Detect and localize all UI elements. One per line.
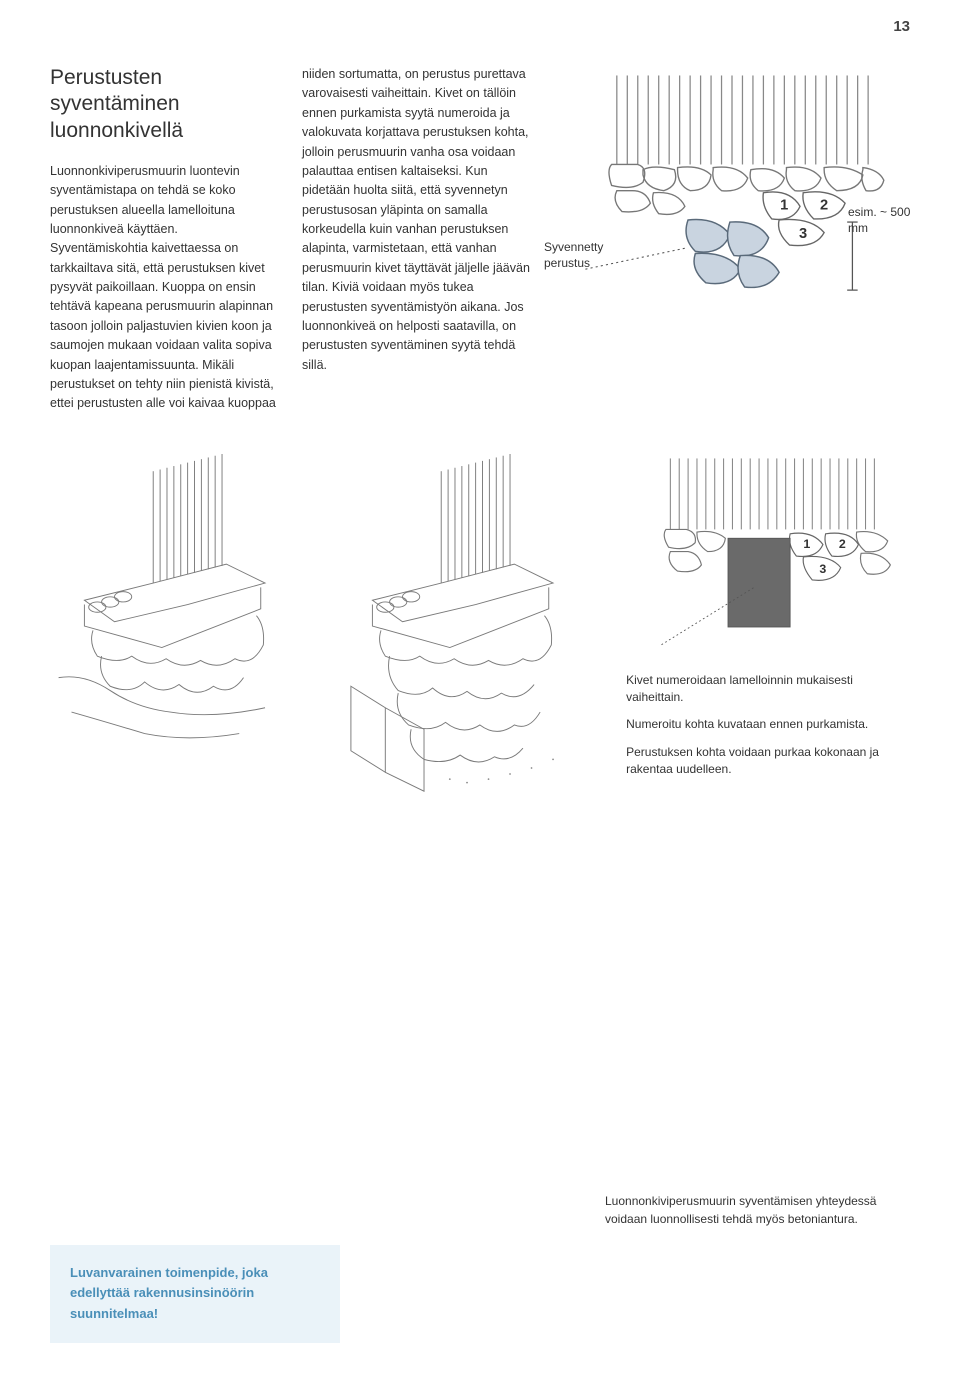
stone-number-2: 2 <box>820 197 828 213</box>
permit-note: Luvanvarainen toimenpide, joka edellyttä… <box>50 1245 340 1343</box>
isometric-before <box>50 454 308 769</box>
isometric-before-svg <box>50 454 308 764</box>
right-column: 1 2 3 Kivet numeroidaan lamelloinnin muk… <box>626 454 910 789</box>
section-title: Perustusten syventäminen luonnonkivellä <box>50 65 280 144</box>
caption-1: Kivet numeroidaan lamelloinnin mukaisest… <box>626 672 910 707</box>
isometric-after-svg <box>338 454 596 798</box>
d2-number-1: 1 <box>804 537 811 551</box>
label-dimension: esim. ~ 500 mm <box>848 205 918 236</box>
caption-3: Perustuksen kohta voidaan purkaa kokonaa… <box>626 744 910 779</box>
page-number: 13 <box>893 18 910 35</box>
caption-block: Kivet numeroidaan lamelloinnin mukaisest… <box>626 672 910 789</box>
caption-2: Numeroitu kohta kuvataan ennen purkamist… <box>626 716 910 733</box>
body-text-col1: Luonnonkiviperusmuurin luontevin syventä… <box>50 162 280 414</box>
top-section: Perustusten syventäminen luonnonkivellä … <box>50 65 910 414</box>
column-2: niiden sortumatta, on perustus purettava… <box>302 65 532 414</box>
bottom-caption: Luonnonkiviperusmuurin syventämisen yhte… <box>605 1193 905 1228</box>
d2-number-2: 2 <box>839 537 846 551</box>
body-text-col2: niiden sortumatta, on perustus purettava… <box>302 65 532 375</box>
stone-number-1: 1 <box>780 197 788 213</box>
label-deepened-foundation: Syvennetty perustus <box>544 240 624 271</box>
isometric-after <box>338 454 596 803</box>
foundation-cross-section-svg: 1 2 3 <box>554 65 910 337</box>
foundation-digout-svg: 1 2 3 <box>626 454 910 658</box>
middle-section: 1 2 3 Kivet numeroidaan lamelloinnin muk… <box>50 454 910 803</box>
diagram-top-right: 1 2 3 Syvennetty perustus esim. ~ 500 mm <box>554 65 910 414</box>
d2-number-3: 3 <box>820 561 827 575</box>
stone-number-3: 3 <box>799 226 807 242</box>
column-1: Perustusten syventäminen luonnonkivellä … <box>50 65 280 414</box>
